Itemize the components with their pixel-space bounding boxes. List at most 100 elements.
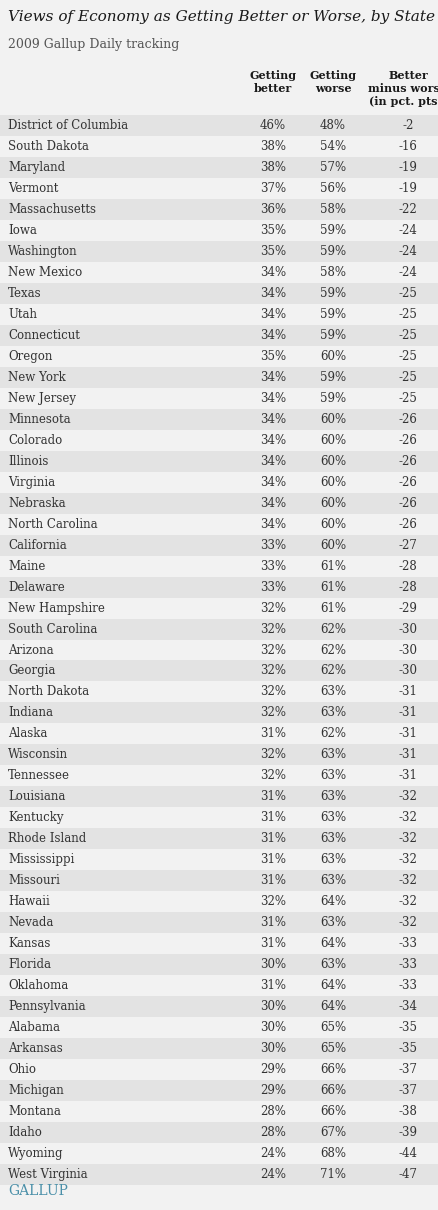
Text: Wyoming: Wyoming bbox=[8, 1147, 64, 1160]
Text: -30: -30 bbox=[398, 622, 417, 635]
Text: Massachusetts: Massachusetts bbox=[8, 203, 96, 215]
Bar bbox=[0, 387, 438, 409]
Text: -33: -33 bbox=[398, 958, 417, 972]
Text: 60%: 60% bbox=[319, 518, 345, 531]
Text: 64%: 64% bbox=[319, 979, 345, 992]
Text: 28%: 28% bbox=[259, 1127, 285, 1139]
Text: District of Columbia: District of Columbia bbox=[8, 119, 128, 132]
Text: Arizona: Arizona bbox=[8, 644, 53, 657]
Text: -31: -31 bbox=[398, 707, 417, 720]
Bar bbox=[0, 849, 438, 870]
Bar bbox=[0, 367, 438, 387]
Bar bbox=[0, 912, 438, 933]
Text: -32: -32 bbox=[398, 895, 417, 909]
Bar bbox=[0, 1164, 438, 1185]
Text: 54%: 54% bbox=[319, 140, 345, 152]
Text: GALLUP: GALLUP bbox=[8, 1185, 68, 1198]
Text: -26: -26 bbox=[398, 413, 417, 426]
Text: -38: -38 bbox=[398, 1105, 417, 1118]
Text: 48%: 48% bbox=[319, 119, 345, 132]
Text: 62%: 62% bbox=[319, 622, 345, 635]
Text: -32: -32 bbox=[398, 832, 417, 846]
Bar bbox=[0, 535, 438, 555]
Text: 31%: 31% bbox=[259, 832, 285, 846]
Text: -26: -26 bbox=[398, 476, 417, 489]
Bar bbox=[0, 766, 438, 787]
Text: Minnesota: Minnesota bbox=[8, 413, 71, 426]
Bar bbox=[0, 1101, 438, 1122]
Text: -19: -19 bbox=[398, 161, 417, 174]
Text: Getting: Getting bbox=[309, 70, 356, 81]
Bar bbox=[0, 220, 438, 241]
Text: minus worse: minus worse bbox=[367, 83, 438, 94]
Text: -32: -32 bbox=[398, 853, 417, 866]
Text: North Carolina: North Carolina bbox=[8, 518, 97, 531]
Text: 60%: 60% bbox=[319, 413, 345, 426]
Text: 34%: 34% bbox=[259, 476, 286, 489]
Text: 30%: 30% bbox=[259, 1001, 286, 1013]
Text: 31%: 31% bbox=[259, 875, 285, 887]
Text: 63%: 63% bbox=[319, 770, 345, 783]
Text: -27: -27 bbox=[398, 538, 417, 552]
Text: 32%: 32% bbox=[259, 664, 285, 678]
Text: 65%: 65% bbox=[319, 1021, 345, 1035]
Bar bbox=[0, 933, 438, 955]
Text: Tennessee: Tennessee bbox=[8, 770, 70, 783]
Text: 29%: 29% bbox=[259, 1064, 285, 1076]
Text: 34%: 34% bbox=[259, 496, 286, 509]
Text: 38%: 38% bbox=[259, 161, 285, 174]
Text: 34%: 34% bbox=[259, 287, 286, 300]
Bar bbox=[0, 703, 438, 724]
Text: -34: -34 bbox=[398, 1001, 417, 1013]
Text: 34%: 34% bbox=[259, 518, 286, 531]
Text: Nevada: Nevada bbox=[8, 916, 53, 929]
Text: 35%: 35% bbox=[259, 350, 286, 363]
Text: Michigan: Michigan bbox=[8, 1084, 64, 1097]
Text: 24%: 24% bbox=[259, 1168, 285, 1181]
Text: -2: -2 bbox=[401, 119, 413, 132]
Text: -25: -25 bbox=[398, 287, 417, 300]
Text: 34%: 34% bbox=[259, 455, 286, 468]
Text: 24%: 24% bbox=[259, 1147, 285, 1160]
Text: Hawaii: Hawaii bbox=[8, 895, 49, 909]
Text: -32: -32 bbox=[398, 790, 417, 803]
Text: 60%: 60% bbox=[319, 433, 345, 446]
Text: Utah: Utah bbox=[8, 307, 37, 321]
Text: Florida: Florida bbox=[8, 958, 51, 972]
Text: 34%: 34% bbox=[259, 433, 286, 446]
Text: 60%: 60% bbox=[319, 476, 345, 489]
Text: 31%: 31% bbox=[259, 938, 285, 950]
Bar bbox=[0, 975, 438, 996]
Text: 58%: 58% bbox=[319, 266, 345, 278]
Text: -26: -26 bbox=[398, 455, 417, 468]
Text: 31%: 31% bbox=[259, 916, 285, 929]
Bar bbox=[0, 115, 438, 136]
Bar bbox=[0, 1081, 438, 1101]
Text: 63%: 63% bbox=[319, 812, 345, 824]
Text: -33: -33 bbox=[398, 979, 417, 992]
Text: 63%: 63% bbox=[319, 685, 345, 698]
Text: -26: -26 bbox=[398, 433, 417, 446]
Text: 34%: 34% bbox=[259, 370, 286, 384]
Text: -37: -37 bbox=[398, 1064, 417, 1076]
Bar bbox=[0, 640, 438, 661]
Text: -28: -28 bbox=[398, 581, 417, 594]
Text: Virginia: Virginia bbox=[8, 476, 55, 489]
Text: 63%: 63% bbox=[319, 749, 345, 761]
Text: 35%: 35% bbox=[259, 224, 286, 237]
Text: Better: Better bbox=[387, 70, 427, 81]
Text: 30%: 30% bbox=[259, 1021, 286, 1035]
Text: 31%: 31% bbox=[259, 853, 285, 866]
Text: Colorado: Colorado bbox=[8, 433, 62, 446]
Text: 64%: 64% bbox=[319, 895, 345, 909]
Text: 28%: 28% bbox=[259, 1105, 285, 1118]
Bar bbox=[0, 157, 438, 178]
Text: 32%: 32% bbox=[259, 622, 285, 635]
Bar bbox=[0, 198, 438, 220]
Text: 62%: 62% bbox=[319, 644, 345, 657]
Text: Iowa: Iowa bbox=[8, 224, 37, 237]
Text: -25: -25 bbox=[398, 307, 417, 321]
Bar bbox=[0, 513, 438, 535]
Text: 63%: 63% bbox=[319, 916, 345, 929]
Text: Alaska: Alaska bbox=[8, 727, 47, 741]
